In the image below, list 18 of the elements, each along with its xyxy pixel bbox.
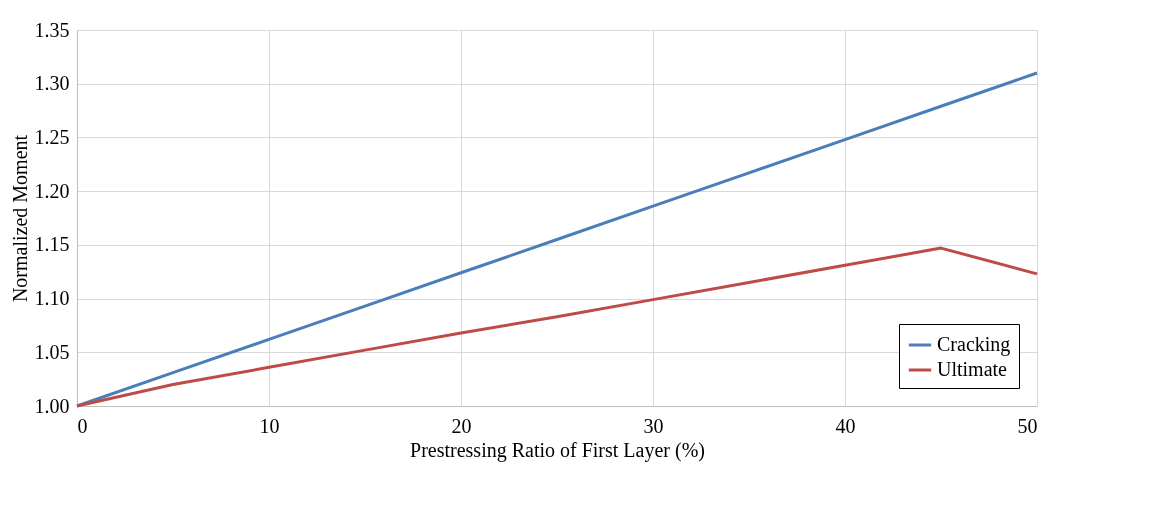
- y-tick-label: 1.20: [34, 179, 70, 202]
- x-tick-label: 0: [77, 414, 88, 437]
- y-tick-label: 1.30: [34, 72, 70, 95]
- x-tick-label: 40: [835, 414, 856, 437]
- y-tick-label: 1.25: [34, 125, 70, 148]
- y-tick-label: 1.00: [34, 394, 70, 417]
- x-tick-label: 10: [259, 414, 280, 437]
- x-axis-title: Prestressing Ratio of First Layer (%): [410, 438, 705, 462]
- x-tick-label: 30: [643, 414, 664, 437]
- x-tick-label: 50: [1017, 414, 1038, 437]
- legend-label: Cracking: [937, 333, 1011, 356]
- x-tick-label: 20: [451, 414, 472, 437]
- y-tick-label: 1.05: [34, 340, 70, 363]
- y-tick-label: 1.35: [34, 18, 70, 41]
- y-axis-title: Normalized Moment: [8, 134, 31, 303]
- y-tick-label: 1.15: [34, 233, 70, 256]
- y-tick-label: 1.10: [34, 287, 70, 310]
- legend-label: Ultimate: [937, 358, 1008, 380]
